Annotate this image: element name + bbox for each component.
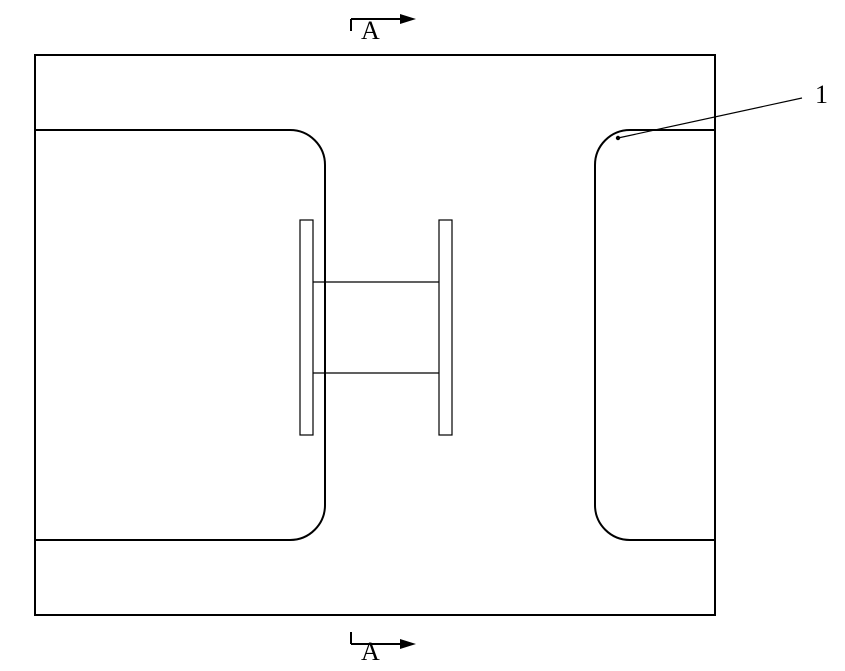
section-top-arrowhead [400,14,416,24]
section-top-label: A [361,16,380,45]
callout-1-label: 1 [815,80,828,109]
center-left-plate [300,220,313,435]
right-slot-outline [595,130,715,540]
section-bottom-arrowhead [400,639,416,649]
center-right-plate [439,220,452,435]
callout-1-leader [618,98,802,138]
outer-frame [35,55,715,615]
left-slot-outline [35,130,325,540]
section-bottom-label: A [361,637,380,666]
